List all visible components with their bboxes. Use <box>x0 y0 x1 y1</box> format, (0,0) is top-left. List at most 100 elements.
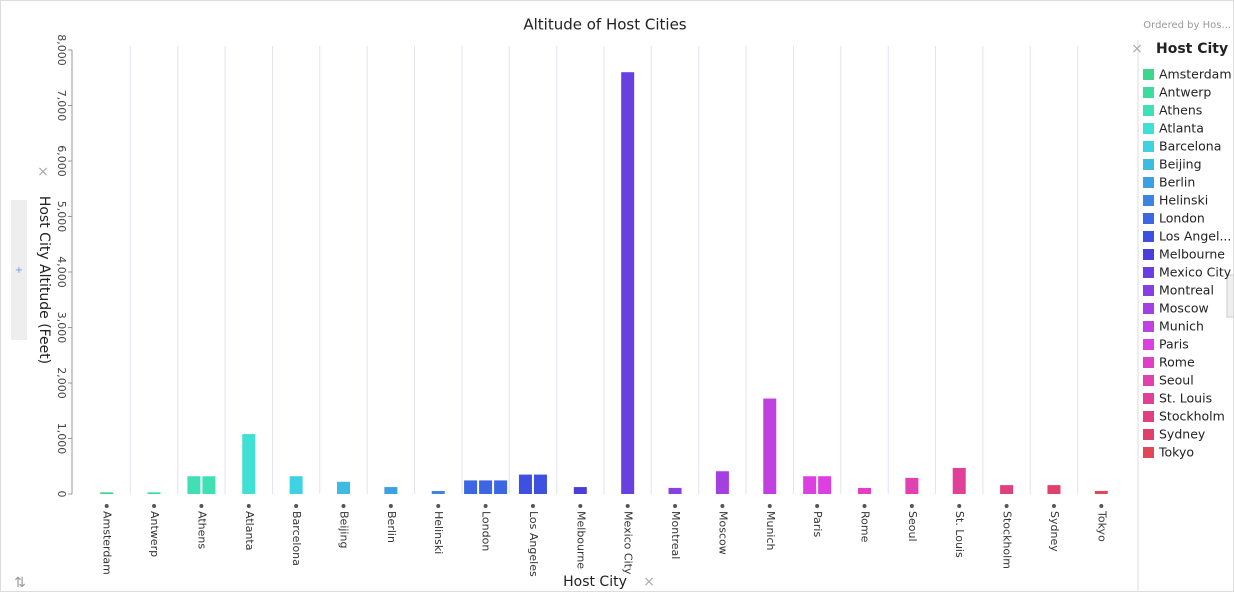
bar <box>431 490 445 494</box>
bar <box>952 467 966 494</box>
bar <box>479 480 493 494</box>
legend-swatch <box>1143 447 1154 458</box>
bar <box>464 480 478 494</box>
bar <box>147 492 161 494</box>
x-tick-label: Sydney <box>1048 511 1061 552</box>
legend-label: Rome <box>1159 355 1195 370</box>
legend-swatch <box>1143 69 1154 80</box>
remove-icon[interactable]: × <box>1131 41 1143 57</box>
label-dot <box>199 504 204 508</box>
legend-swatch <box>1143 123 1154 134</box>
bar <box>289 476 303 494</box>
x-tick-label: Melbourne <box>574 511 587 569</box>
y-tick-label: 7,000 <box>55 90 68 122</box>
legend-swatch <box>1143 285 1154 296</box>
label-dot <box>673 504 678 508</box>
legend-swatch <box>1143 87 1154 98</box>
legend-label: Seoul <box>1159 373 1194 388</box>
bar <box>905 477 919 494</box>
bar <box>1047 485 1061 494</box>
label-dot <box>246 504 251 508</box>
x-tick-label: Rome <box>859 511 872 543</box>
x-axis-title: Host City <box>563 574 627 590</box>
legend-label: Antwerp <box>1159 85 1211 100</box>
legend-swatch <box>1143 303 1154 314</box>
y-tick-label: 3,000 <box>55 312 68 344</box>
bar <box>242 434 256 494</box>
bar <box>494 480 508 494</box>
legend-label: Barcelona <box>1159 139 1221 154</box>
side-panel[interactable] <box>11 200 27 340</box>
bar <box>803 476 817 494</box>
x-tick-label: Paris <box>811 511 824 537</box>
bar <box>715 471 729 494</box>
label-dot <box>1099 504 1104 508</box>
legend-label: Tokyo <box>1158 445 1194 460</box>
bar <box>573 487 587 494</box>
legend-title: Host City <box>1156 41 1228 57</box>
x-tick-label: Antwerp <box>148 511 161 557</box>
y-tick-label: 4,000 <box>55 256 68 288</box>
label-dot <box>530 504 535 508</box>
legend-label: Munich <box>1159 319 1204 334</box>
bar <box>384 487 398 494</box>
add-icon[interactable]: + <box>15 265 23 276</box>
legend-swatch <box>1143 429 1154 440</box>
legend-swatch <box>1143 375 1154 386</box>
x-tick-label: Beijing <box>338 511 351 548</box>
bar <box>1000 485 1014 494</box>
bar <box>858 487 871 494</box>
label-dot <box>152 504 157 508</box>
legend-label: London <box>1159 211 1205 226</box>
label-dot <box>815 504 820 508</box>
x-tick-label: St. Louis <box>953 511 966 558</box>
y-tick-label: 8,000 <box>55 34 68 66</box>
label-dot <box>862 504 867 508</box>
label-dot <box>436 504 441 508</box>
label-dot <box>909 504 914 508</box>
x-tick-label: Athens <box>195 511 208 549</box>
x-tick-label: Tokyo <box>1095 510 1108 542</box>
label-dot <box>483 504 488 508</box>
bar <box>1094 490 1108 494</box>
label-dot <box>294 504 299 508</box>
x-tick-label: Munich <box>764 511 777 551</box>
y-tick-label: 6,000 <box>55 145 68 177</box>
remove-icon[interactable]: × <box>37 164 49 180</box>
legend-swatch <box>1143 321 1154 332</box>
x-tick-label: Helinski <box>432 511 445 554</box>
legend-swatch <box>1143 177 1154 188</box>
legend-label: Montreal <box>1159 283 1214 298</box>
x-tick-label: Atlanta <box>243 511 256 550</box>
label-dot <box>1051 504 1056 508</box>
x-tick-label: Seoul <box>906 511 919 542</box>
bar <box>187 476 201 494</box>
legend-swatch <box>1143 393 1154 404</box>
x-tick-label: Los Angeles <box>527 511 540 577</box>
label-dot <box>341 504 346 508</box>
x-tick-label: Stockholm <box>1001 511 1014 569</box>
chart-title: Altitude of Host Cities <box>523 16 686 34</box>
y-tick-label: 5,000 <box>55 201 68 233</box>
x-tick-label: Mexico City <box>622 511 635 575</box>
chart-subtitle: Ordered by Hos... <box>1143 20 1231 31</box>
legend-label: St. Louis <box>1159 391 1212 406</box>
legend-swatch <box>1143 249 1154 260</box>
legend-label: Los Angel... <box>1159 229 1231 244</box>
y-axis-title: Host City Altitude (Feet) <box>36 196 52 364</box>
x-tick-label: Barcelona <box>290 511 303 566</box>
legend-label: Berlin <box>1159 175 1195 190</box>
label-dot <box>957 504 962 508</box>
remove-icon[interactable]: × <box>643 574 655 590</box>
collapse-handle[interactable] <box>1226 274 1234 318</box>
sort-icon[interactable]: ⇅ <box>14 575 26 591</box>
label-dot <box>767 504 772 508</box>
bar <box>337 481 350 494</box>
y-tick-label: 2,000 <box>55 367 68 399</box>
legend-label: Beijing <box>1159 157 1202 172</box>
legend-label: Melbourne <box>1159 247 1225 262</box>
legend-swatch <box>1143 159 1154 170</box>
x-tick-label: Amsterdam <box>101 511 114 575</box>
